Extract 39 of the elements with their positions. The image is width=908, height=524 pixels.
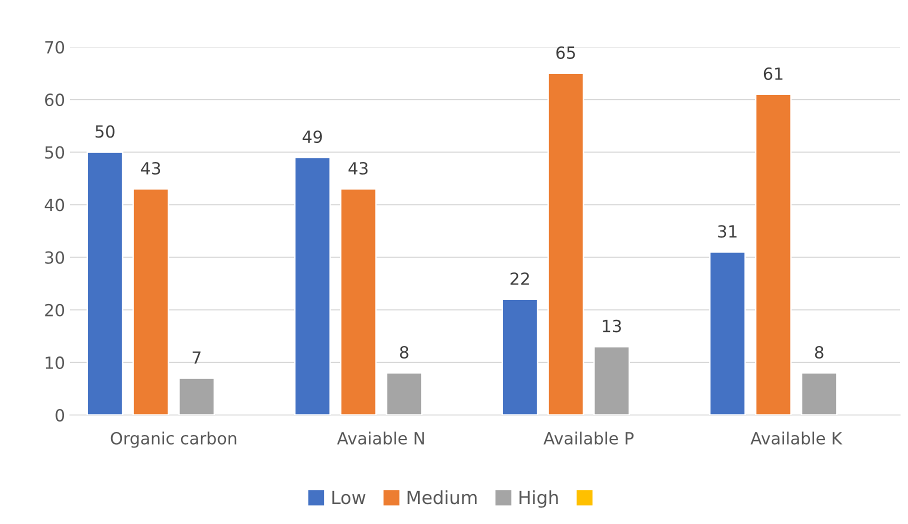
x-tick-label: Available P [543, 432, 634, 445]
data-label: 31 [718, 225, 737, 238]
y-tick-label: 10 [46, 356, 64, 369]
data-label: 13 [602, 320, 621, 332]
bar [754, 94, 792, 415]
bar [294, 156, 331, 415]
data-label: 43 [348, 162, 368, 175]
x-tick-label: Organic carbon [110, 432, 236, 448]
bar [547, 72, 584, 415]
y-tick-label: 60 [45, 94, 64, 106]
data-label: 8 [400, 346, 408, 359]
bar [86, 151, 124, 415]
y-tick-label: 40 [44, 198, 64, 212]
data-label: 22 [510, 272, 529, 285]
bar [709, 251, 746, 415]
data-label: 61 [764, 67, 782, 80]
y-tick-label: 50 [45, 146, 64, 159]
y-tick-label: 70 [45, 40, 64, 54]
bar [132, 188, 170, 415]
bar [178, 378, 216, 415]
bar [502, 298, 538, 415]
y-tick-label: 30 [45, 251, 64, 264]
bar [593, 346, 630, 415]
bar [340, 188, 377, 415]
bar [386, 372, 423, 415]
legend-label: High [520, 490, 558, 508]
bar [800, 372, 838, 415]
data-label: 7 [192, 351, 201, 364]
legend-label: Low [332, 490, 366, 504]
x-tick-label: Avaiable N [337, 432, 424, 445]
data-label: 50 [96, 125, 114, 138]
x-tick-label: Available K [750, 432, 842, 445]
data-label: 49 [302, 130, 322, 144]
data-label: 65 [556, 46, 575, 59]
y-tick-label: 0 [56, 408, 64, 422]
data-label: 43 [141, 162, 160, 175]
data-label: 8 [815, 346, 824, 359]
y-tick-label: 20 [45, 304, 64, 316]
legend-label: Medium [408, 490, 477, 504]
